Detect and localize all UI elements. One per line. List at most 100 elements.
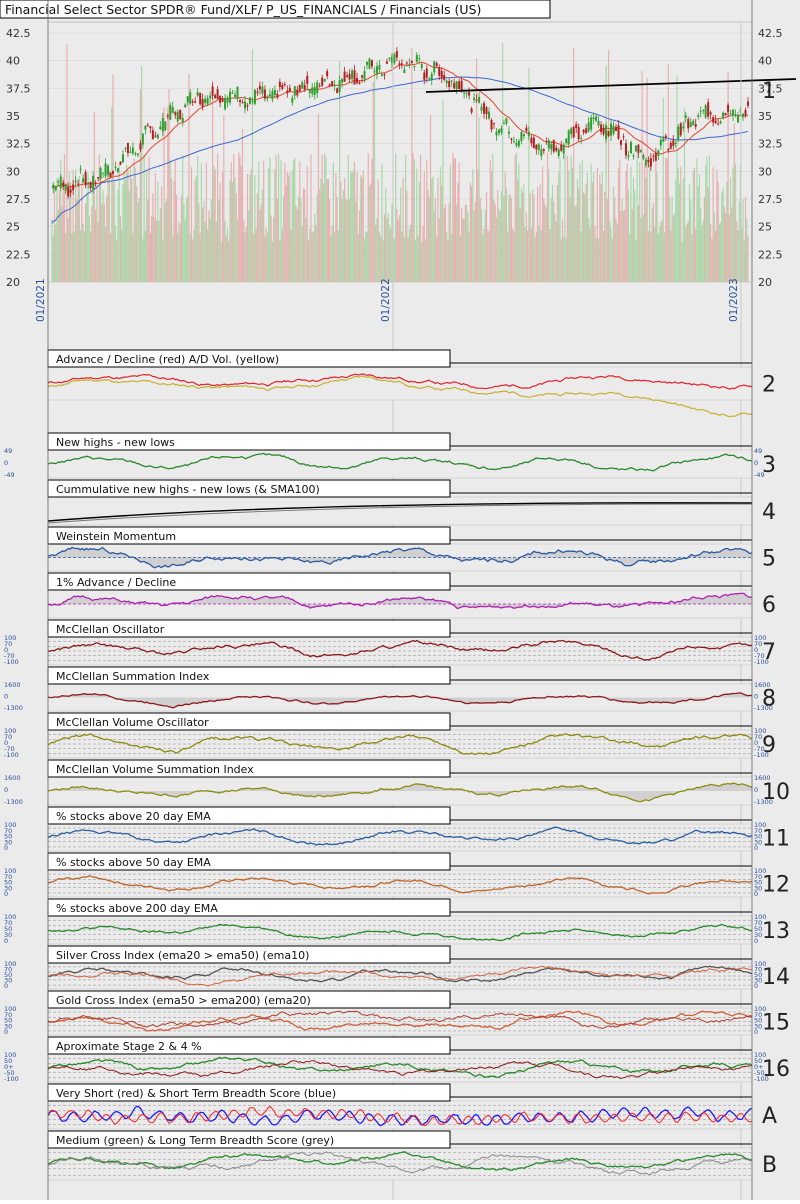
volume-bar [89, 231, 92, 282]
volume-bar [734, 163, 737, 282]
panel-title: McClellan Oscillator [56, 623, 165, 636]
volume-bar [429, 115, 432, 282]
volume-bar [443, 208, 445, 282]
price-candle [306, 75, 309, 84]
volume-bar [249, 174, 251, 282]
volume-bar [241, 129, 244, 282]
panel-line [47, 1056, 753, 1079]
volume-bar [154, 172, 156, 282]
price-candle [463, 92, 466, 94]
panel-breadthB: Medium (green) & Long Term Breadth Score… [47, 1130, 777, 1181]
volume-bar [550, 197, 552, 282]
price-candle [565, 138, 568, 144]
volume-bar [591, 182, 593, 282]
price-candle [171, 107, 174, 114]
price-candle [89, 181, 92, 189]
price-candle [141, 133, 144, 145]
volume-bar [296, 209, 298, 282]
panel-tick-left: 0 [4, 844, 8, 852]
panel-number: 13 [762, 919, 790, 944]
price-candle [134, 153, 137, 155]
volume-bar [449, 164, 452, 282]
panel-ema200: % stocks above 200 day EMA13100705030010… [4, 898, 790, 945]
volume-bar [304, 189, 306, 282]
volume-bar [143, 154, 145, 282]
volume-bar [657, 233, 659, 282]
price-candle [423, 72, 426, 80]
price-title: Financial Select Sector SPDR® Fund/XLF/ … [5, 2, 481, 17]
panel-number: 9 [762, 733, 776, 758]
volume-bar [571, 167, 574, 282]
price-candle [358, 82, 361, 84]
volume-bar [710, 224, 712, 282]
volume-bar [569, 197, 571, 282]
volume-bar [480, 209, 483, 282]
volume-bar [546, 152, 549, 282]
price-candle [87, 182, 90, 184]
panel-tick-right: 0 [754, 844, 758, 852]
volume-bar [368, 186, 371, 282]
price-candle [206, 98, 209, 105]
volume-bar [299, 161, 301, 282]
panel-tick-right: 100 [754, 960, 766, 968]
price-candle [652, 155, 655, 157]
panel-number: 5 [762, 547, 776, 572]
panel-tick-right: 0 [754, 459, 758, 467]
price-candle [744, 109, 747, 116]
volume-bar [400, 187, 402, 282]
price-candle [722, 112, 725, 118]
volume-bar [616, 223, 618, 282]
volume-bar [706, 156, 708, 282]
price-candle [107, 165, 110, 175]
volume-bar [223, 115, 225, 283]
volume-bar [254, 175, 256, 282]
volume-bar [172, 236, 174, 282]
panel-tick-left: 50 [4, 971, 12, 979]
volume-bar [606, 198, 608, 282]
panel-line [47, 452, 753, 472]
volume-bar [352, 170, 354, 282]
price-candle [639, 150, 642, 152]
volume-bar [609, 220, 611, 282]
panel-tick-left: 50 [4, 1057, 12, 1065]
volume-bar [219, 182, 221, 282]
volume-bar [666, 158, 668, 282]
price-candle [689, 122, 692, 127]
volume-bar [366, 231, 368, 282]
panel-tick-right: -100 [754, 751, 769, 759]
volume-bar [727, 71, 729, 283]
panel-line-secondary [47, 965, 753, 987]
volume-bar [96, 182, 98, 282]
volume-bar [104, 226, 107, 282]
panel-line [47, 826, 753, 846]
volume-bar [456, 204, 458, 282]
price-candle [597, 120, 600, 126]
panel-tick-left: 1600 [4, 681, 21, 689]
volume-bar [523, 183, 525, 282]
volume-bar [66, 44, 68, 283]
panel-silver: Silver Cross Index (ema20 > ema50) (ema1… [4, 945, 790, 990]
volume-bar [199, 232, 201, 282]
panel-number: 6 [762, 593, 776, 618]
panel-tick-left: -70 [4, 745, 15, 753]
panel-number: B [762, 1153, 777, 1178]
volume-bar [372, 82, 374, 282]
price-candle [241, 102, 244, 104]
price-candle [627, 154, 630, 157]
panel-tick-right: 0 [754, 1028, 758, 1036]
price-candle [196, 92, 199, 96]
panel-number: 1 [762, 79, 776, 104]
volume-bar [626, 163, 628, 282]
price-tick-label-right: 20 [758, 276, 772, 289]
panel-tick-left: 70 [4, 640, 12, 648]
volume-bar [744, 197, 747, 282]
price-candle [562, 144, 565, 154]
panel-tick-right: 100 [754, 913, 766, 921]
volume-bar [627, 189, 630, 282]
volume-bar [192, 239, 194, 282]
volume-bar [468, 231, 470, 282]
panel-tick-right: 0 [754, 890, 758, 898]
volume-bar [558, 171, 560, 282]
price-candle [104, 163, 107, 177]
price-candle [473, 97, 476, 101]
